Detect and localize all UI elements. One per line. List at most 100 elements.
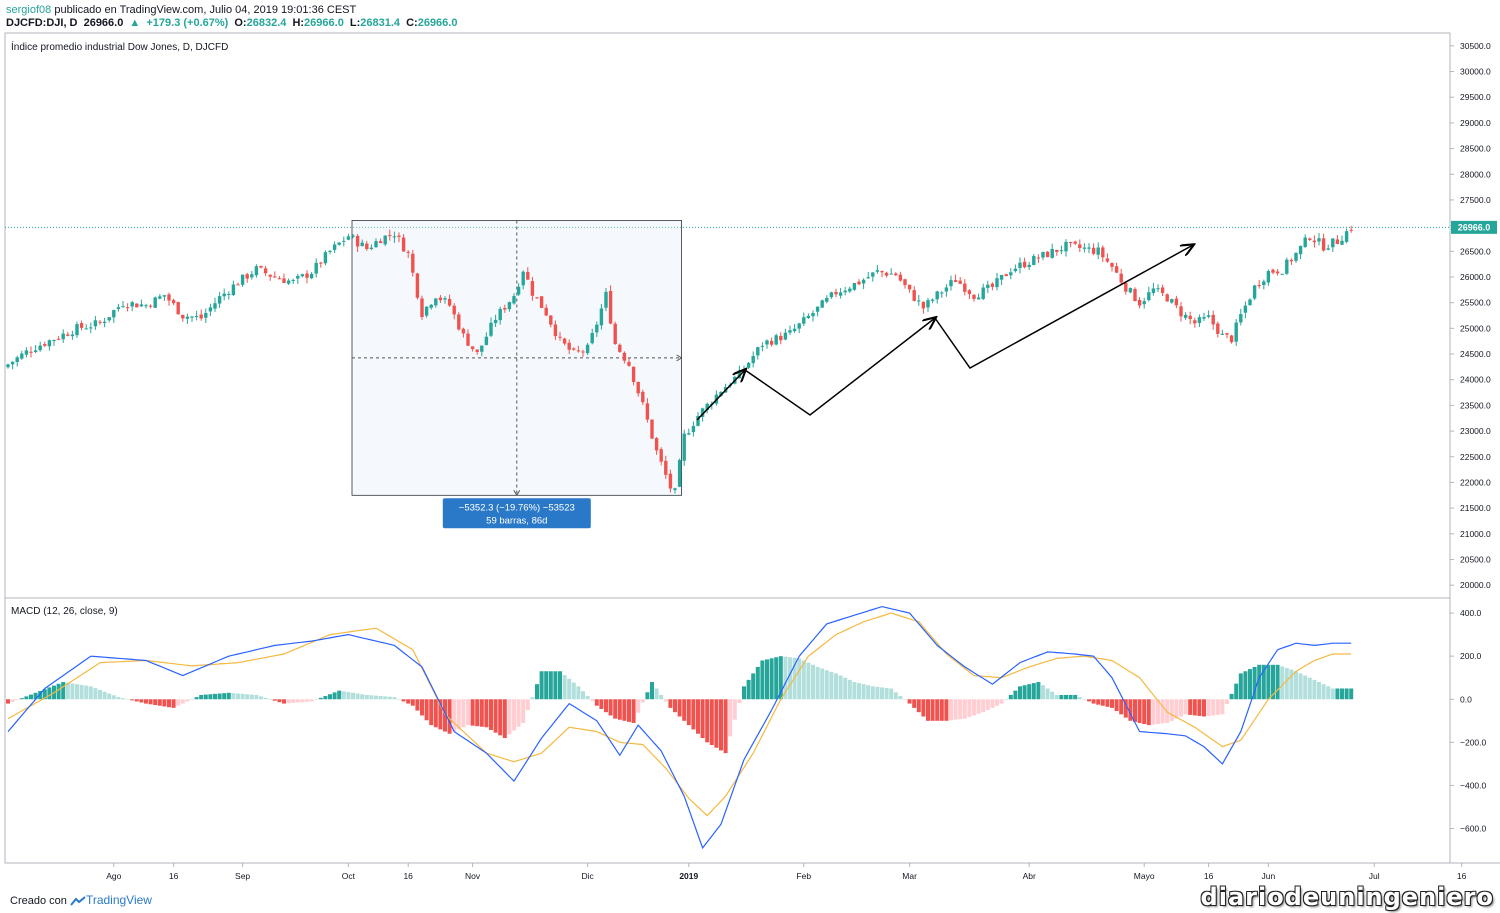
candle-body bbox=[250, 274, 254, 278]
candle-body bbox=[526, 271, 530, 280]
candle-body bbox=[185, 316, 190, 319]
time-tick-label: 16 bbox=[169, 871, 179, 881]
histogram-bar bbox=[627, 699, 631, 722]
candle-body bbox=[461, 328, 466, 334]
symbol-name[interactable]: DJCFD:DJI, D bbox=[6, 17, 78, 29]
histogram-bar bbox=[751, 673, 756, 700]
candle-body bbox=[102, 321, 107, 324]
histogram-bar bbox=[801, 660, 806, 700]
histogram-bar bbox=[286, 699, 291, 704]
candle-body bbox=[705, 403, 709, 410]
candle-body bbox=[70, 334, 75, 337]
candle-body bbox=[1036, 257, 1041, 259]
histogram-bar bbox=[484, 699, 489, 728]
histogram-bar bbox=[1160, 699, 1165, 724]
publish-info: sergiof08 publicado en TradingView.com, … bbox=[6, 4, 356, 16]
candle-body bbox=[130, 302, 134, 307]
candle-body bbox=[1340, 240, 1344, 245]
candle-body bbox=[346, 236, 351, 240]
candle-body bbox=[562, 338, 567, 344]
arrow-line-1[interactable] bbox=[696, 370, 745, 421]
histogram-bar bbox=[116, 697, 121, 700]
histogram-bar bbox=[1197, 699, 1202, 716]
histogram-bar bbox=[15, 699, 20, 700]
histogram-bar bbox=[811, 664, 815, 700]
candle-body bbox=[618, 344, 622, 352]
candle-body bbox=[958, 280, 962, 284]
histogram-bar bbox=[1137, 699, 1142, 723]
candle-body bbox=[1234, 322, 1238, 342]
candle-body bbox=[549, 315, 553, 325]
tradingview-brand[interactable]: TradingView bbox=[85, 893, 152, 907]
histogram-bar bbox=[355, 693, 360, 700]
histogram-bar bbox=[806, 662, 811, 700]
macd-axis[interactable]: 400.0 200.0 0.0 −200.0 −400.0 −600.0 bbox=[1450, 608, 1487, 834]
histogram-bar bbox=[1105, 699, 1110, 707]
candle-body bbox=[259, 266, 263, 268]
histogram-bar bbox=[613, 699, 618, 719]
candle-body bbox=[903, 279, 907, 286]
histogram-bar bbox=[999, 699, 1004, 704]
candle-body bbox=[1193, 320, 1197, 324]
histogram-bar bbox=[452, 699, 457, 732]
histogram-bar bbox=[1284, 668, 1289, 700]
histogram-bar bbox=[466, 699, 470, 726]
histogram-bar bbox=[447, 699, 452, 734]
macd-pane-title: MACD (12, 26, close, 9) bbox=[11, 606, 118, 617]
candle-body bbox=[1160, 287, 1165, 294]
measure-tool[interactable]: −5352.3 (−19.76%) −53523 59 barras, 86d bbox=[351, 220, 683, 529]
histogram-bar bbox=[1027, 684, 1032, 700]
candle-body bbox=[167, 294, 171, 301]
trend-arrows-drawing[interactable] bbox=[696, 245, 1193, 421]
histogram-bar bbox=[1031, 683, 1036, 700]
candle-body bbox=[792, 328, 797, 332]
close-label: C: bbox=[406, 17, 418, 29]
candle-body bbox=[79, 323, 84, 328]
histogram-bar bbox=[1317, 682, 1321, 700]
candle-body bbox=[1344, 231, 1349, 242]
watermark-logo: diariodeuningeniero bbox=[1200, 883, 1494, 911]
histogram-bar bbox=[728, 699, 733, 737]
histogram-bar bbox=[870, 686, 875, 700]
histogram-bar bbox=[567, 678, 572, 700]
histogram-bar bbox=[190, 699, 194, 700]
candle-body bbox=[1064, 241, 1068, 252]
candle-body bbox=[328, 250, 332, 252]
candle-body bbox=[1041, 252, 1045, 258]
histogram-bar bbox=[958, 699, 963, 720]
histogram-bar bbox=[203, 694, 208, 700]
candle-body bbox=[378, 241, 383, 244]
histogram-bar bbox=[383, 696, 388, 700]
candle-body bbox=[1124, 282, 1128, 292]
measure-down-arrow-icon bbox=[513, 490, 521, 497]
histogram-bar bbox=[1234, 683, 1239, 700]
histogram-bar bbox=[852, 682, 857, 700]
histogram-bar bbox=[1022, 685, 1027, 700]
candle-body bbox=[66, 334, 70, 336]
candle-body bbox=[751, 355, 755, 364]
histogram-bar bbox=[222, 693, 227, 700]
candle-body bbox=[1206, 315, 1211, 317]
price-tick-label: 20500.0 bbox=[1460, 554, 1491, 564]
candle-body bbox=[590, 333, 594, 344]
candle-body bbox=[811, 313, 815, 317]
candle-body bbox=[47, 340, 52, 347]
histogram-bar bbox=[875, 686, 880, 700]
time-axis[interactable]: Ago 16 Sep Oct 16 Nov Dic 2019 Feb Mar Abr Mayo 16 Ju… bbox=[106, 863, 1467, 881]
histogram-bar bbox=[70, 683, 75, 700]
low-label: L: bbox=[349, 17, 361, 29]
candle-body bbox=[1262, 281, 1266, 286]
author-link[interactable]: sergiof08 bbox=[6, 4, 52, 16]
histogram-bar bbox=[217, 693, 222, 700]
arrow-line-2[interactable] bbox=[744, 318, 935, 416]
histogram-bar bbox=[360, 694, 365, 700]
candle-body bbox=[1275, 271, 1280, 274]
price-tick-label: 20000.0 bbox=[1460, 580, 1491, 590]
histogram-bar bbox=[815, 666, 820, 700]
candle-body bbox=[15, 357, 19, 363]
arrow-line-3[interactable] bbox=[934, 245, 1193, 369]
histogram-bar bbox=[231, 693, 236, 700]
histogram-bar bbox=[19, 698, 24, 700]
price-axis[interactable]: 30500.0 30000.0 29500.0 29000.0 28500.0 28000… bbox=[1450, 41, 1491, 590]
